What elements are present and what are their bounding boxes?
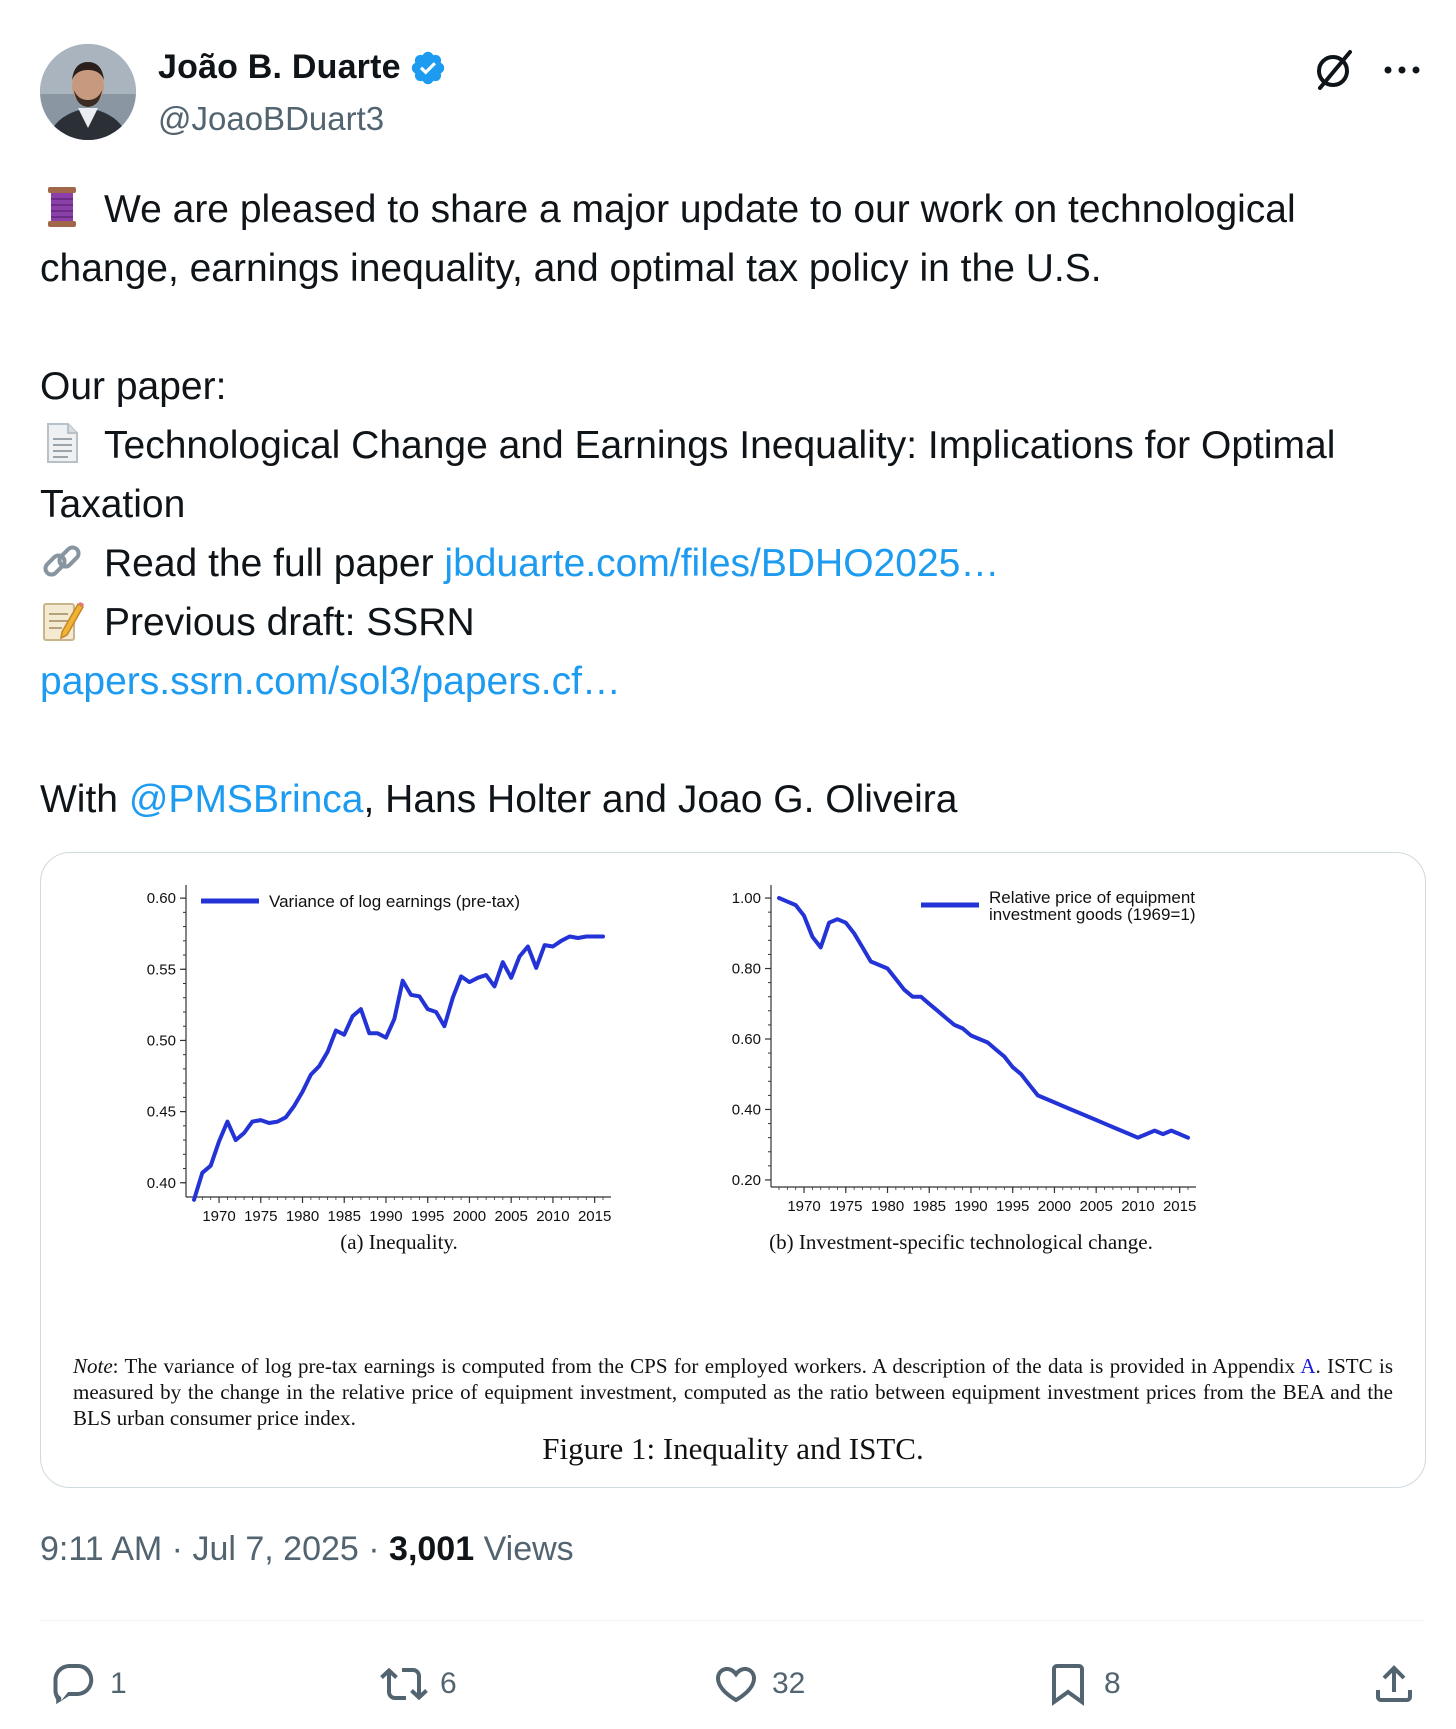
y-tick-label: 0.20	[732, 1172, 761, 1189]
avatar[interactable]	[40, 44, 136, 140]
x-tick-label: 1985	[328, 1208, 361, 1225]
link-icon	[43, 545, 81, 577]
bookmark-count: 8	[1104, 1667, 1121, 1700]
with-prefix: With	[40, 778, 118, 821]
figure-charts: 0.60 0.55 0.50 0.45 0.40 1970 1975 1980 1985 1990…	[147, 885, 1196, 1254]
y-tick-label: 1.00	[732, 890, 761, 907]
page-facing-up-icon	[47, 423, 78, 463]
previous-draft-label: Previous draft: SSRN	[104, 601, 475, 644]
legend-label: Relative price of equipment	[989, 888, 1195, 907]
y-tick-label: 0.55	[147, 961, 176, 978]
figure-image-card[interactable]: 0.60 0.55 0.50 0.45 0.40 1970 1975 1980 1985 1990…	[40, 852, 1426, 1488]
reply-button[interactable]: 1	[50, 1660, 127, 1708]
coauthors: , Hans Holter and Joao G. Oliveira	[363, 778, 958, 821]
note-label: Note	[73, 1354, 113, 1378]
x-tick-label: 2010	[1121, 1198, 1154, 1215]
author-handle[interactable]: @JoaoBDuart3	[158, 100, 385, 137]
x-tick-label: 1990	[954, 1198, 987, 1215]
x-tick-label: 1985	[913, 1198, 946, 1215]
x-tick-label: 1975	[829, 1198, 862, 1215]
x-tick-label: 2015	[1163, 1198, 1196, 1215]
bookmark-button[interactable]: 8	[1044, 1660, 1121, 1708]
repost-count: 6	[440, 1667, 457, 1700]
x-tick-label: 1970	[787, 1198, 820, 1215]
series-line-2	[777, 896, 1190, 1140]
repost-icon	[380, 1667, 428, 1701]
x-tick-label: 2010	[536, 1208, 569, 1225]
y-tick-label: 0.45	[147, 1104, 176, 1121]
mention-link[interactable]: @PMSBrinca	[128, 778, 364, 821]
divider	[40, 1620, 1424, 1621]
x-tick-label: 1995	[411, 1208, 444, 1225]
like-count: 32	[772, 1667, 806, 1700]
paper-intro: Our paper:	[40, 365, 227, 408]
repost-button[interactable]: 6	[380, 1660, 457, 1708]
y-tick-label: 0.60	[732, 1031, 761, 1048]
note-text-after: . ISTC is measured by the change in the …	[73, 1354, 1394, 1430]
chart-caption-2: (b) Investment-specific technological ch…	[769, 1230, 1153, 1254]
x-tick-label: 2000	[1038, 1198, 1071, 1215]
y-tick-label: 0.40	[732, 1101, 761, 1118]
x-tick-label: 2000	[453, 1208, 486, 1225]
memo-icon	[43, 602, 84, 641]
figure-note: Note: The variance of log pre-tax earnin…	[73, 1353, 1393, 1431]
x-tick-label: 1995	[996, 1198, 1029, 1215]
views-label: Views	[483, 1530, 574, 1568]
paper-title: Technological Change and Earnings Inequa…	[40, 424, 1336, 526]
x-tick-label: 1980	[286, 1208, 319, 1225]
figure-title: Figure 1: Inequality and ISTC.	[542, 1431, 924, 1466]
reply-icon	[53, 1664, 94, 1705]
y-tick-label: 0.60	[147, 890, 176, 907]
read-label: Read the full paper	[104, 542, 434, 585]
x-tick-label: 1990	[369, 1208, 402, 1225]
series-line-1	[192, 934, 605, 1202]
more-options-icon[interactable]	[1380, 52, 1424, 88]
y-tick-label: 0.50	[147, 1032, 176, 1049]
x-tick-label: 2005	[494, 1208, 527, 1225]
x-tick-label: 1980	[871, 1198, 904, 1215]
bookmark-icon	[1052, 1664, 1084, 1706]
views-count: 3,001	[389, 1530, 475, 1568]
grok-icon[interactable]	[1310, 46, 1358, 94]
legend-label: investment goods (1969=1)	[989, 905, 1196, 924]
share-icon	[1376, 1665, 1412, 1702]
y-tick-label: 0.40	[147, 1175, 176, 1192]
profile-photo	[40, 44, 136, 140]
tweet-meta: 9:11 AM · Jul 7, 2025 · 3,001 Views	[40, 1530, 574, 1568]
paper-link[interactable]: jbduarte.com/files/BDHO2025…	[444, 542, 1000, 585]
legend-label: Variance of log earnings (pre-tax)	[269, 892, 520, 911]
tweet-intro: We are pleased to share a major update t…	[40, 188, 1296, 290]
heart-icon	[715, 1667, 757, 1703]
tweet-time[interactable]: 9:11 AM	[40, 1530, 163, 1568]
verified-badge-icon	[411, 51, 444, 84]
reply-count: 1	[110, 1667, 127, 1700]
note-text-before: : The variance of log pre-tax earnings i…	[112, 1354, 1301, 1378]
tweet-text: We are pleased to share a major update t…	[40, 180, 1430, 829]
y-tick-label: 0.80	[732, 961, 761, 978]
chart-caption-1: (a) Inequality.	[340, 1230, 458, 1254]
x-tick-label: 1975	[244, 1208, 277, 1225]
share-button[interactable]	[1370, 1660, 1418, 1708]
author-name[interactable]: João B. Duarte	[158, 48, 401, 86]
x-tick-label: 2005	[1079, 1198, 1112, 1215]
like-button[interactable]: 32	[712, 1660, 805, 1708]
tweet-date[interactable]: Jul 7, 2025	[192, 1530, 359, 1568]
x-tick-label: 1970	[202, 1208, 235, 1225]
thread-spool-icon	[48, 187, 76, 227]
appendix-link: A	[1300, 1354, 1316, 1378]
ssrn-link[interactable]: papers.ssrn.com/sol3/papers.cf…	[40, 660, 621, 703]
x-tick-label: 2015	[578, 1208, 611, 1225]
